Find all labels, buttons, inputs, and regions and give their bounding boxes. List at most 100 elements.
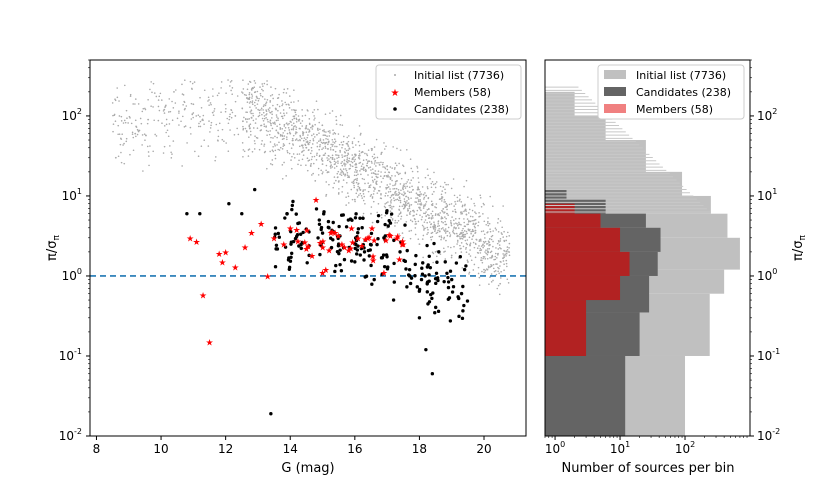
initial-point	[330, 143, 332, 146]
initial-point	[360, 165, 363, 168]
initial-point	[346, 171, 349, 174]
initial-point	[294, 132, 297, 135]
initial-point	[354, 171, 356, 173]
initial-point	[459, 235, 461, 238]
initial-point	[248, 125, 251, 128]
initial-point	[342, 140, 345, 143]
initial-point	[466, 223, 468, 226]
initial-point	[440, 236, 443, 239]
initial-point	[153, 119, 155, 122]
initial-point	[291, 118, 294, 121]
initial-point	[218, 122, 221, 125]
initial-point	[283, 125, 286, 127]
candidate-point	[419, 277, 424, 282]
initial-point	[366, 154, 369, 157]
initial-point	[137, 129, 140, 132]
initial-point	[275, 119, 278, 122]
initial-point	[312, 133, 315, 135]
initial-point	[263, 123, 265, 126]
initial-point	[270, 124, 272, 127]
initial-point	[479, 194, 482, 197]
initial-point	[354, 168, 357, 171]
initial-point	[305, 124, 308, 127]
x-tick-label: 16	[347, 442, 362, 456]
initial-point	[294, 111, 297, 114]
initial-point	[423, 221, 426, 223]
initial-point	[250, 109, 253, 112]
initial-point	[241, 107, 244, 110]
candidate-point	[253, 187, 257, 192]
initial-point	[414, 223, 417, 225]
initial-point	[416, 165, 418, 168]
initial-point	[498, 241, 500, 243]
initial-point	[419, 214, 421, 217]
initial-point	[405, 204, 408, 206]
initial-point	[433, 221, 435, 224]
initial-point	[458, 223, 461, 225]
initial-point	[146, 145, 149, 148]
initial-point	[319, 138, 322, 140]
initial-point	[410, 179, 413, 182]
initial-point	[379, 175, 382, 178]
initial-point	[345, 196, 347, 199]
initial-point	[371, 179, 374, 182]
initial-point	[433, 223, 436, 226]
initial-point	[384, 195, 387, 197]
initial-point	[246, 101, 249, 103]
initial-point	[480, 245, 483, 247]
initial-point	[396, 147, 398, 150]
initial-point	[498, 267, 500, 270]
initial-point	[351, 165, 354, 168]
candidate-point	[359, 246, 364, 251]
member-point: ★	[186, 234, 194, 244]
initial-point	[341, 164, 344, 167]
initial-point	[246, 88, 249, 91]
initial-point	[430, 238, 433, 241]
initial-point	[310, 146, 313, 149]
initial-point	[336, 154, 338, 156]
member-point: ★	[395, 255, 403, 265]
initial-point	[118, 100, 120, 102]
initial-point	[309, 165, 312, 167]
initial-point	[258, 109, 261, 112]
initial-point	[391, 208, 393, 210]
initial-point	[407, 196, 410, 199]
initial-point	[483, 256, 486, 258]
candidate-point	[443, 260, 447, 264]
initial-point	[472, 269, 475, 271]
initial-point	[399, 149, 402, 151]
initial-point	[289, 132, 292, 135]
candidate-point	[425, 290, 429, 294]
initial-point	[487, 266, 490, 269]
initial-point	[225, 142, 227, 144]
initial-point	[426, 208, 429, 211]
initial-point	[347, 140, 350, 143]
initial-point	[153, 92, 156, 94]
initial-point	[300, 144, 303, 147]
y-tick-label: 102	[62, 107, 82, 123]
candidate-point	[274, 247, 278, 251]
initial-point	[497, 230, 500, 233]
initial-point	[263, 117, 266, 120]
initial-point	[362, 212, 365, 215]
initial-point	[166, 129, 169, 132]
initial-point	[468, 253, 470, 255]
initial-point	[499, 277, 502, 279]
initial-point	[467, 261, 469, 263]
initial-point	[431, 215, 434, 217]
initial-point	[394, 175, 396, 177]
initial-point	[121, 133, 123, 136]
initial-point	[460, 223, 462, 226]
initial-point	[337, 154, 340, 157]
initial-point	[398, 196, 401, 198]
initial-point	[352, 146, 354, 149]
initial-point	[305, 126, 307, 128]
initial-point	[335, 165, 338, 168]
initial-point	[387, 171, 390, 173]
initial-point	[484, 240, 487, 243]
initial-point	[421, 224, 424, 227]
initial-point	[489, 195, 491, 198]
initial-point	[357, 182, 360, 185]
initial-point	[490, 238, 493, 241]
initial-point	[474, 256, 477, 259]
